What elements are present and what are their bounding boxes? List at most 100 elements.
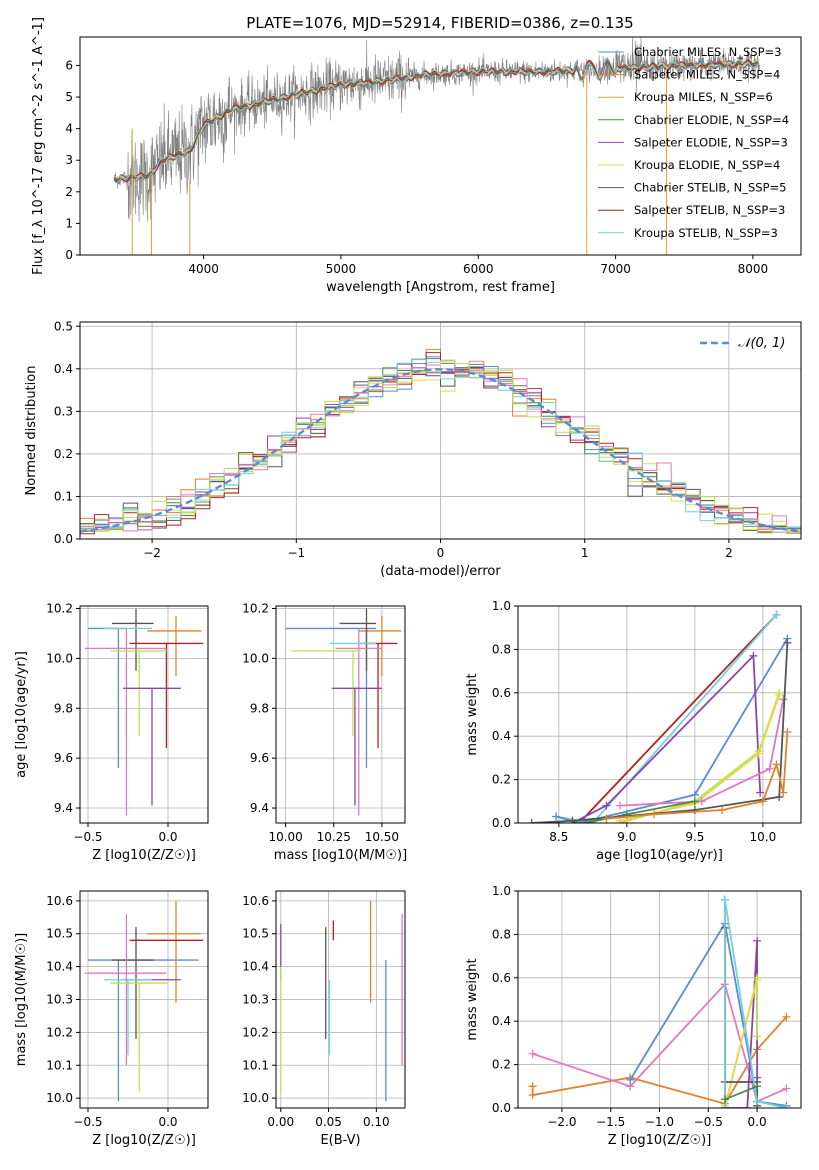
weight-point <box>626 1075 635 1084</box>
y-tick-label: 0 <box>65 248 73 262</box>
x-tick-label: −0.5 <box>73 830 102 844</box>
weight-point <box>602 814 611 823</box>
weight-point <box>528 1090 537 1099</box>
x-tick-label: 7000 <box>600 262 631 276</box>
weight-line <box>724 979 758 1107</box>
model-spectrum <box>113 57 759 184</box>
x-tick-label: −1.5 <box>596 1115 625 1129</box>
y-tick-label: 10.1 <box>242 1058 269 1072</box>
observed-spectrum <box>114 37 761 222</box>
figure-title: PLATE=1076, MJD=52914, FIBERID=0386, z=0… <box>246 14 633 32</box>
y-tick-label: 10.4 <box>242 960 269 974</box>
x-tick-label: 0.10 <box>363 1115 390 1129</box>
y-tick-label: 0.4 <box>492 1014 511 1028</box>
y-tick-label: 10.0 <box>46 651 73 665</box>
weight-point <box>754 749 763 758</box>
y-tick-label: 10.6 <box>242 894 269 908</box>
weight-line <box>724 899 787 1108</box>
panel-mass_vs_Z: −0.5 0.0 10.0 10.1 10.2 10.3 10.4 10.5 10.6 Z [lo… <box>14 890 209 1148</box>
y-tick-label: 10.0 <box>242 1091 269 1105</box>
panels: 4000 5000 6000 7000 8000 0 1 2 3 4 5 6 wavelength [A… <box>14 17 802 1148</box>
x-tick-label: 0.0 <box>748 1115 767 1129</box>
weight-point <box>697 797 706 806</box>
weight-point <box>749 651 758 660</box>
panel-weight_vs_age: 8.5 9.0 9.5 10.0 0.0 0.2 0.4 0.6 0.8 1.0 age [log1… <box>465 599 802 863</box>
y-axis-label: mass weight <box>465 958 480 1040</box>
plot-area-residuals <box>80 348 801 535</box>
y-tick-label: 9.6 <box>250 751 269 765</box>
residual-histogram <box>80 358 801 532</box>
y-tick-label: 0.0 <box>492 1101 511 1115</box>
y-tick-label: 10.2 <box>242 601 269 615</box>
plot-area-age_vs_Z <box>84 608 204 816</box>
legend-label: Salpeter STELIB, N_SSP=3 <box>634 203 785 217</box>
y-tick-label: 0.8 <box>492 927 511 941</box>
axes-frame <box>79 890 209 1109</box>
x-tick-label: −0.5 <box>694 1115 723 1129</box>
y-tick-label: 10.3 <box>242 993 269 1007</box>
weight-point <box>720 895 729 904</box>
x-axis-label: age [log10(age/yr)] <box>596 848 723 863</box>
weight-point <box>527 819 536 823</box>
weight-line <box>619 699 785 807</box>
weight-point <box>765 764 774 773</box>
x-tick-label: 0.00 <box>267 1115 294 1129</box>
weight-point <box>720 1095 729 1104</box>
x-tick-label: 0.05 <box>315 1115 342 1129</box>
weight-point <box>758 797 767 806</box>
x-tick-label: 9.5 <box>685 830 704 844</box>
weight-point <box>743 1104 752 1108</box>
y-tick-label: 0.5 <box>54 319 73 333</box>
weight-point <box>690 805 699 814</box>
plot-area-weight_vs_Z <box>528 895 791 1108</box>
weight-line <box>619 694 781 822</box>
weight-point <box>772 760 781 769</box>
weight-point <box>650 810 659 819</box>
plot-area-weight_vs_age <box>527 610 792 823</box>
y-axis-label: age [log10(age/yr)] <box>14 651 29 778</box>
x-tick-label: 0.0 <box>158 1115 177 1129</box>
weight-point <box>782 1104 791 1108</box>
y-tick-label: 9.6 <box>54 751 73 765</box>
weight-line <box>629 921 787 1107</box>
y-tick-label: 4 <box>65 122 73 136</box>
axes-frame <box>79 321 802 540</box>
plot-area-age_vs_mass <box>285 608 402 816</box>
weight-point <box>720 1104 729 1108</box>
weight-line <box>578 614 778 823</box>
x-tick-label: −1.0 <box>645 1115 674 1129</box>
x-tick-label: 10.00 <box>268 830 302 844</box>
x-tick-label: 0 <box>437 546 445 560</box>
y-tick-label: 2 <box>65 185 73 199</box>
legend-label: Salpeter ELODIE, N_SSP=3 <box>634 135 788 149</box>
weight-point <box>756 788 765 797</box>
panel-weight_vs_Z: −2.0 −1.5 −1.0 −0.5 0.0 0.0 0.2 0.4 0.6 0.8 1.0 Z [… <box>465 884 802 1148</box>
legend-label: Salpeter MILES, N_SSP=4 <box>634 68 780 82</box>
y-tick-label: 0.3 <box>54 404 73 418</box>
weight-point <box>602 801 611 810</box>
x-tick-label: 9.0 <box>617 830 636 844</box>
weight-point <box>775 690 784 699</box>
x-axis-label: Z [log10(Z/Z☉)] <box>92 1133 196 1148</box>
y-tick-label: 10.2 <box>242 1025 269 1039</box>
y-axis-label: mass weight <box>465 673 480 755</box>
y-tick-label: 9.4 <box>250 801 269 815</box>
y-tick-label: 10.5 <box>46 927 73 941</box>
panel-residuals: −2 −1 0 1 2 0.0 0.1 0.2 0.3 0.4 0.5 (data-model)/er… <box>24 319 802 579</box>
panel-age_vs_Z: −0.5 0.0 9.4 9.6 9.8 10.0 10.2 Z [log10(Z/Z☉)] a… <box>14 601 209 863</box>
legend-label: Kroupa STELIB, N_SSP=3 <box>634 226 778 240</box>
legend-label: 𝒩(0, 1) <box>738 336 785 351</box>
axes-frame <box>275 890 406 1109</box>
y-tick-label: 1.0 <box>492 599 511 613</box>
x-tick-label: 1 <box>581 546 589 560</box>
x-tick-label: 10.50 <box>365 830 399 844</box>
y-tick-label: 1 <box>65 216 73 230</box>
y-tick-label: 5 <box>65 90 73 104</box>
x-axis-label: E(B-V) <box>320 1133 360 1148</box>
normal-curve <box>80 368 799 533</box>
x-tick-label: 4000 <box>188 262 219 276</box>
panel-mass_vs_EBV: 0.00 0.05 0.10 10.0 10.1 10.2 10.3 10.4 10.5 10.6… <box>242 890 406 1148</box>
x-tick-label: 6000 <box>463 262 494 276</box>
weight-point <box>753 936 762 945</box>
